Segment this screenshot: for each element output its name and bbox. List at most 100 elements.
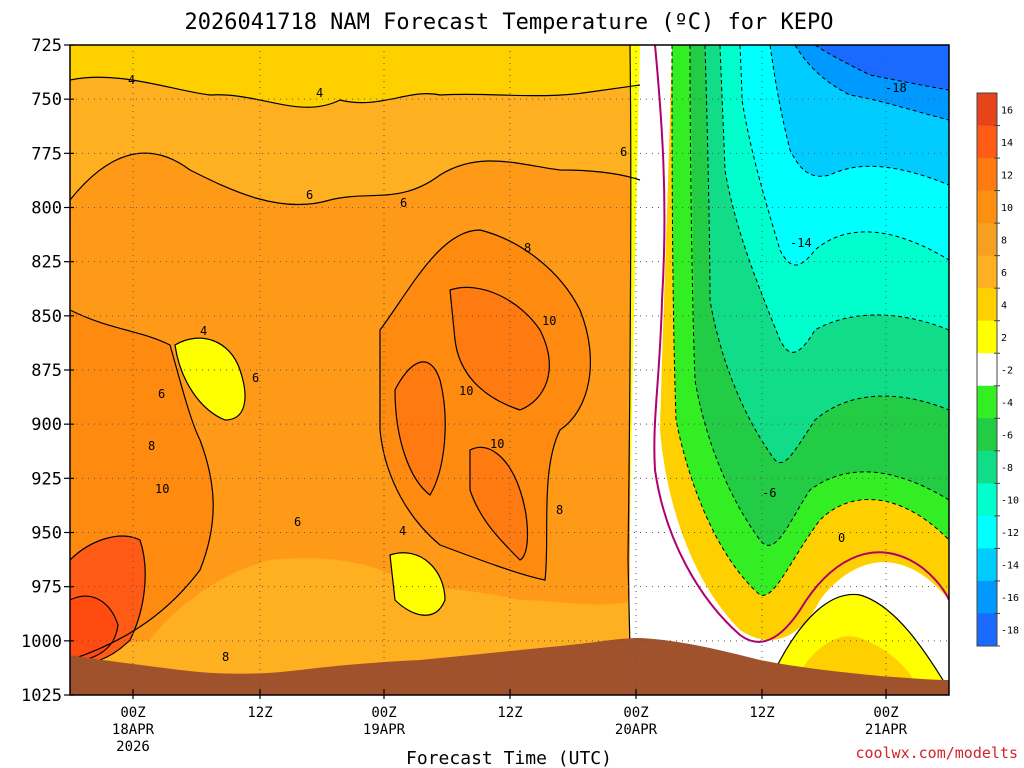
colorbar-label: -18 [1001, 626, 1019, 637]
y-tick-label: 850 [31, 307, 62, 327]
contour-label: 8 [148, 439, 155, 453]
colorbar-swatch [977, 320, 997, 354]
contour-label: -14 [790, 236, 812, 250]
colorbar-label: -16 [1001, 593, 1019, 604]
colorbar-label: 14 [1001, 138, 1013, 149]
x-tick-label: 12Z [247, 705, 272, 721]
colorbar-swatch [977, 483, 997, 517]
colorbar-label: -12 [1001, 528, 1019, 539]
colorbar-swatch [977, 418, 997, 452]
x-tick-label: 12Z [749, 705, 774, 721]
colorbar: 16 14 12 10 8 6 4 2 -2 -4 -6 -8 -10 -12 -14 -16 -18 [976, 92, 1019, 647]
colorbar-swatch [977, 353, 997, 387]
band-2-4-pocket-2 [390, 552, 445, 616]
x-tick-label: 19APR [363, 722, 406, 738]
contour-label: 0 [838, 531, 845, 545]
y-tick-label: 775 [31, 144, 62, 164]
x-tick-label: 00Z [371, 705, 396, 721]
y-tick-label: 825 [31, 253, 62, 273]
colorbar-label: 6 [1001, 268, 1007, 279]
x-tick-label: 00Z [873, 705, 898, 721]
contour-label: 4 [316, 86, 323, 100]
contour-label: 4 [200, 324, 207, 338]
contour-label: 10 [542, 314, 556, 328]
y-tick-label: 800 [31, 199, 62, 219]
y-tick-label: 925 [31, 469, 62, 489]
contour-label: -6 [762, 486, 776, 500]
colorbar-swatch [977, 158, 997, 192]
colorbar-label: 10 [1001, 203, 1013, 214]
colorbar-swatch [977, 190, 997, 224]
colorbar-label: 12 [1001, 170, 1013, 181]
colorbar-label: 16 [1001, 105, 1013, 116]
colorbar-label: -8 [1001, 463, 1013, 474]
credit-text: coolwx.com/modelts [855, 744, 1018, 762]
colorbar-swatch [977, 93, 997, 127]
band-8-10-central [380, 230, 591, 580]
band-10-12b [450, 287, 550, 410]
contour-label: 8 [524, 241, 531, 255]
band-neg18-neg16 [815, 45, 949, 90]
contour-label: 6 [252, 371, 259, 385]
y-tick-label: 975 [31, 578, 62, 598]
x-tick-label: 12Z [497, 705, 522, 721]
colorbar-label: 4 [1001, 300, 1007, 311]
contour-label: -18 [885, 81, 907, 95]
x-axis-label: Forecast Time (UTC) [406, 748, 612, 768]
contour-label: 10 [490, 437, 504, 451]
contour-label: 8 [222, 650, 229, 664]
freezing-line [653, 45, 949, 643]
y-tick-label: 900 [31, 415, 62, 435]
x-tick-label: 18APR [112, 722, 155, 738]
contour-lines-cold [671, 45, 949, 596]
colorbar-swatch [977, 385, 997, 419]
y-tick-label: 950 [31, 524, 62, 544]
colorbar-swatch [977, 125, 997, 159]
contour-label: 10 [155, 482, 169, 496]
colorbar-swatch [977, 450, 997, 484]
y-tick-label: 1000 [21, 632, 62, 652]
x-tick-label: 00Z [623, 705, 648, 721]
band-neg2-2 [629, 45, 949, 695]
terrain [70, 638, 949, 695]
contour-label: 4 [128, 73, 135, 87]
colorbar-label: -2 [1001, 366, 1013, 377]
contour-label: 6 [620, 145, 627, 159]
contour-label: 6 [400, 196, 407, 210]
contour-label: 6 [294, 515, 301, 529]
colorbar-label: 8 [1001, 235, 1007, 246]
y-tick-label: 725 [31, 36, 62, 56]
colorbar-label: -14 [1001, 561, 1019, 572]
colorbar-swatch [977, 288, 997, 322]
y-axis: 725 750 775 800 825 850 875 900 925 950 975 1000 102… [21, 36, 74, 706]
y-tick-label: 875 [31, 361, 62, 381]
x-tick-label: 00Z [120, 705, 145, 721]
colorbar-label: -4 [1001, 398, 1013, 409]
band-2-4-pocket-1 [175, 338, 245, 420]
colorbar-swatch [977, 548, 997, 582]
colorbar-label: 2 [1001, 333, 1007, 344]
contour-label: 6 [158, 387, 165, 401]
colorbar-label: -10 [1001, 496, 1019, 507]
contour-label: 8 [556, 503, 563, 517]
contour-lines-warm [70, 45, 949, 691]
x-tick-label: 20APR [615, 722, 658, 738]
x-tick-label: 2026 [116, 739, 150, 755]
colorbar-swatch [977, 613, 997, 647]
contour-labels: 4 4 6 6 6 4 6 6 8 8 10 10 10 8 10 6 4 8 … [128, 73, 907, 664]
contour-label: 4 [399, 524, 406, 538]
y-tick-label: 750 [31, 90, 62, 110]
chart-title: 2026041718 NAM Forecast Temperature (ºC)… [184, 10, 833, 35]
colorbar-swatch [977, 515, 997, 549]
colorbar-frame [976, 92, 998, 647]
colorbar-swatch [977, 580, 997, 614]
contour-label: 10 [459, 384, 473, 398]
colorbar-label: -6 [1001, 431, 1013, 442]
x-tick-label: 21APR [865, 722, 908, 738]
colorbar-swatch [977, 255, 997, 289]
y-tick-label: 1025 [21, 686, 62, 706]
colorbar-swatch [977, 223, 997, 257]
contour-label: 6 [306, 188, 313, 202]
